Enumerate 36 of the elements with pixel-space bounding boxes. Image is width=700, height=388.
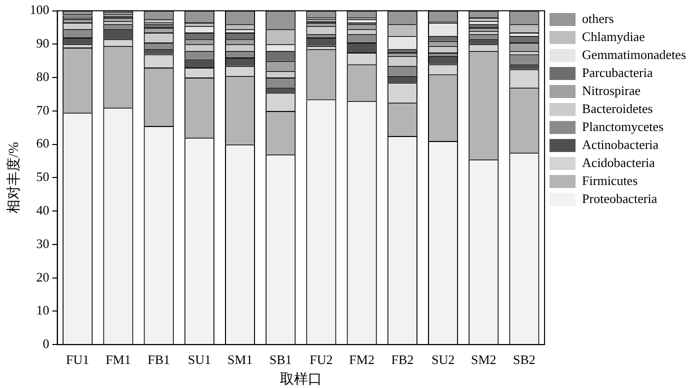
x-tick-label: SM1: [227, 352, 253, 367]
legend-label: Parcubacteria: [582, 64, 653, 80]
y-tick-label: 10: [36, 302, 50, 318]
x-tick-label: SU2: [431, 352, 455, 367]
legend-label: Firmicutes: [582, 172, 638, 188]
y-tick-label: 0: [42, 336, 50, 352]
x-tick-label: FU1: [66, 352, 90, 367]
legend-label: Nitrospirae: [582, 82, 641, 98]
y-tick-label: 60: [36, 136, 50, 151]
x-tick-label: FM2: [349, 352, 374, 367]
legend-label: Gemmatimonadetes: [582, 46, 686, 62]
y-tick-label: 30: [36, 236, 50, 251]
legend-label: Chlamydiae: [582, 28, 646, 44]
y-tick-label: 80: [36, 68, 50, 84]
x-axis-title: 取样口: [280, 371, 322, 388]
x-tick-label: FB1: [148, 352, 170, 367]
legend-label: Acidobacteria: [582, 154, 656, 170]
y-tick-label: 40: [36, 202, 50, 218]
x-tick-label: SB2: [513, 352, 536, 367]
legend-label: Proteobacteria: [582, 190, 658, 206]
y-tick-label: 70: [36, 102, 50, 118]
legend-label: Bacteroidetes: [582, 100, 653, 116]
legend-label: Planctomycetes: [582, 118, 664, 134]
x-tick-label: FB2: [391, 352, 414, 367]
x-tick-label: FU2: [310, 352, 333, 367]
x-tick-label: SM2: [470, 352, 496, 367]
x-tick-label: FM1: [106, 352, 131, 367]
y-tick-label: 20: [36, 269, 50, 284]
legend-label: Actinobacteria: [582, 136, 659, 152]
y-tick-label: 50: [36, 169, 50, 184]
y-tick-label: 100: [30, 2, 50, 18]
x-tick-label: SU1: [188, 352, 211, 367]
x-tick-label: SB1: [269, 352, 292, 367]
y-tick-label: 90: [36, 36, 50, 51]
y-axis-title: 相对丰度/%: [6, 142, 22, 214]
legend-label: others: [582, 10, 614, 26]
